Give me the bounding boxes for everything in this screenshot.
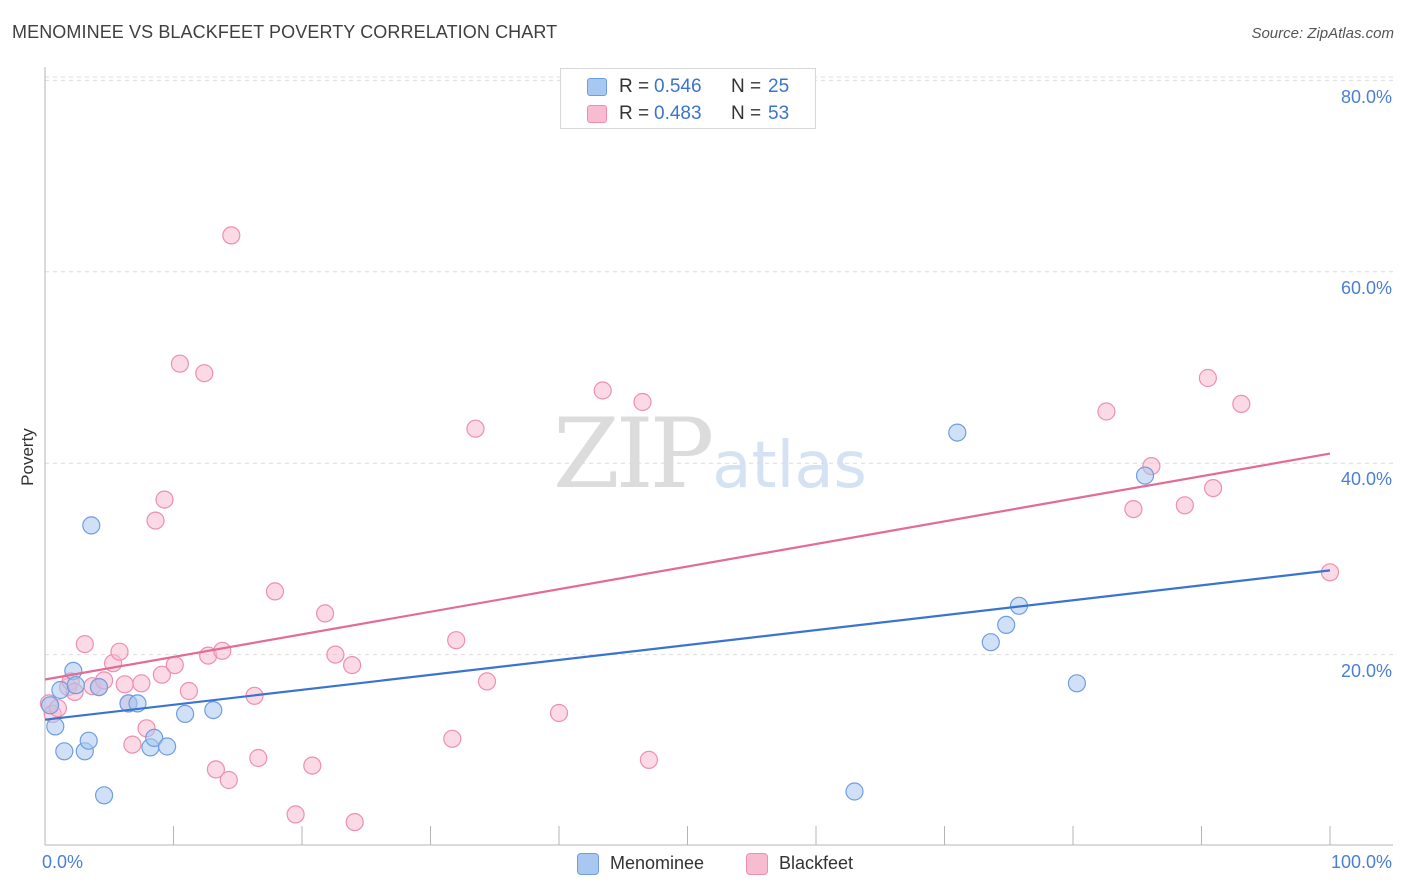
blackfeet-point — [1320, 563, 1340, 582]
menominee-point — [204, 700, 223, 720]
blackfeet-point — [123, 735, 142, 754]
blackfeet-point — [326, 645, 345, 664]
blackfeet-point — [633, 392, 652, 412]
blackfeet-point — [343, 655, 362, 675]
legend-n-label: N = — [731, 103, 762, 124]
blackfeet-point — [1124, 500, 1143, 519]
menominee-point — [55, 742, 74, 761]
blackfeet-point — [213, 641, 232, 660]
blackfeet-point — [146, 511, 165, 530]
blackfeet-point — [477, 672, 497, 691]
blackfeet-point — [286, 805, 305, 824]
axis-layer — [44, 67, 1393, 846]
blackfeet-point — [170, 354, 189, 373]
x-tick-label-min: 0.0% — [42, 852, 84, 872]
legend-swatch-menominee — [577, 853, 599, 875]
blackfeet-trend-line — [44, 452, 1331, 681]
menominee-point — [51, 680, 70, 700]
points-layer — [39, 226, 1340, 832]
blackfeet-point — [1232, 394, 1251, 413]
y-tick-label-80: 80.0% — [1340, 87, 1392, 107]
blackfeet-point — [1097, 402, 1116, 421]
legend-r-label: R = — [619, 103, 650, 124]
menominee-point — [46, 717, 65, 736]
menominee-point — [1135, 466, 1155, 485]
x-tick-label-max: 100.0% — [1330, 852, 1392, 872]
blackfeet-point — [249, 748, 268, 768]
legend-r-value: 0.483 — [654, 103, 702, 124]
blackfeet-point — [443, 729, 462, 748]
blackfeet-point — [115, 675, 134, 694]
legend-n-value: 53 — [768, 103, 790, 124]
source-label: Source: ZipAtlas.com — [1251, 25, 1394, 42]
blackfeet-point — [75, 634, 94, 654]
legend-r-label: R = — [619, 76, 650, 97]
menominee-point — [145, 728, 164, 748]
blackfeet-point — [345, 812, 364, 832]
menominee-point — [94, 786, 114, 805]
blackfeet-point — [549, 703, 569, 723]
legend-label-blackfeet: Blackfeet — [779, 853, 854, 873]
y-axis-label: Poverty — [18, 428, 37, 486]
y-tick-label-20: 20.0% — [1340, 661, 1392, 681]
blackfeet-point — [316, 604, 335, 623]
legend-swatch-blackfeet — [587, 105, 607, 123]
legend-label-menominee: Menominee — [610, 853, 705, 873]
blackfeet-point — [110, 642, 129, 661]
blackfeet-point — [195, 364, 214, 383]
blackfeet-point — [222, 226, 241, 245]
menominee-point — [158, 737, 177, 756]
legend-swatch-menominee — [587, 78, 607, 96]
blackfeet-point — [152, 665, 171, 684]
legend-n-label: N = — [731, 76, 762, 97]
menominee-point — [40, 696, 60, 715]
menominee-point — [981, 633, 1000, 652]
blackfeet-point — [265, 582, 285, 601]
menominee-point — [66, 676, 85, 695]
blackfeet-point — [1175, 496, 1194, 515]
blackfeet-point — [593, 381, 612, 400]
y-tick-label-60: 60.0% — [1340, 278, 1392, 298]
blackfeet-point — [219, 770, 238, 790]
menominee-point — [1067, 674, 1087, 693]
blackfeet-point — [303, 756, 322, 775]
trend-layer — [44, 452, 1331, 721]
menominee-point — [997, 615, 1016, 635]
menominee-point — [948, 423, 967, 442]
menominee-point — [176, 704, 195, 724]
stats-legend: R = 0.546 N = 25 R = 0.483 N = 53 — [560, 68, 816, 129]
grid-layer — [45, 76, 1393, 656]
blackfeet-point — [206, 760, 225, 779]
legend-swatch-blackfeet — [746, 853, 768, 875]
blackfeet-point — [132, 674, 151, 693]
legend-r-value: 0.546 — [654, 76, 702, 97]
chart-title: MENOMINEE VS BLACKFEET POVERTY CORRELATI… — [12, 22, 558, 42]
blackfeet-point — [447, 631, 466, 650]
y-tick-label-40: 40.0% — [1340, 469, 1392, 489]
blackfeet-point — [155, 490, 174, 509]
legend-n-value: 25 — [768, 76, 790, 97]
menominee-point — [845, 782, 864, 801]
blackfeet-point — [466, 419, 485, 438]
menominee-point — [79, 731, 98, 750]
menominee-point — [82, 516, 101, 535]
menominee-trend-line — [44, 569, 1331, 721]
blackfeet-point — [1198, 368, 1218, 388]
blackfeet-point — [1203, 479, 1223, 498]
blackfeet-point — [165, 655, 184, 675]
menominee-point — [89, 677, 109, 697]
blackfeet-point — [639, 750, 659, 770]
blackfeet-point — [179, 681, 198, 701]
